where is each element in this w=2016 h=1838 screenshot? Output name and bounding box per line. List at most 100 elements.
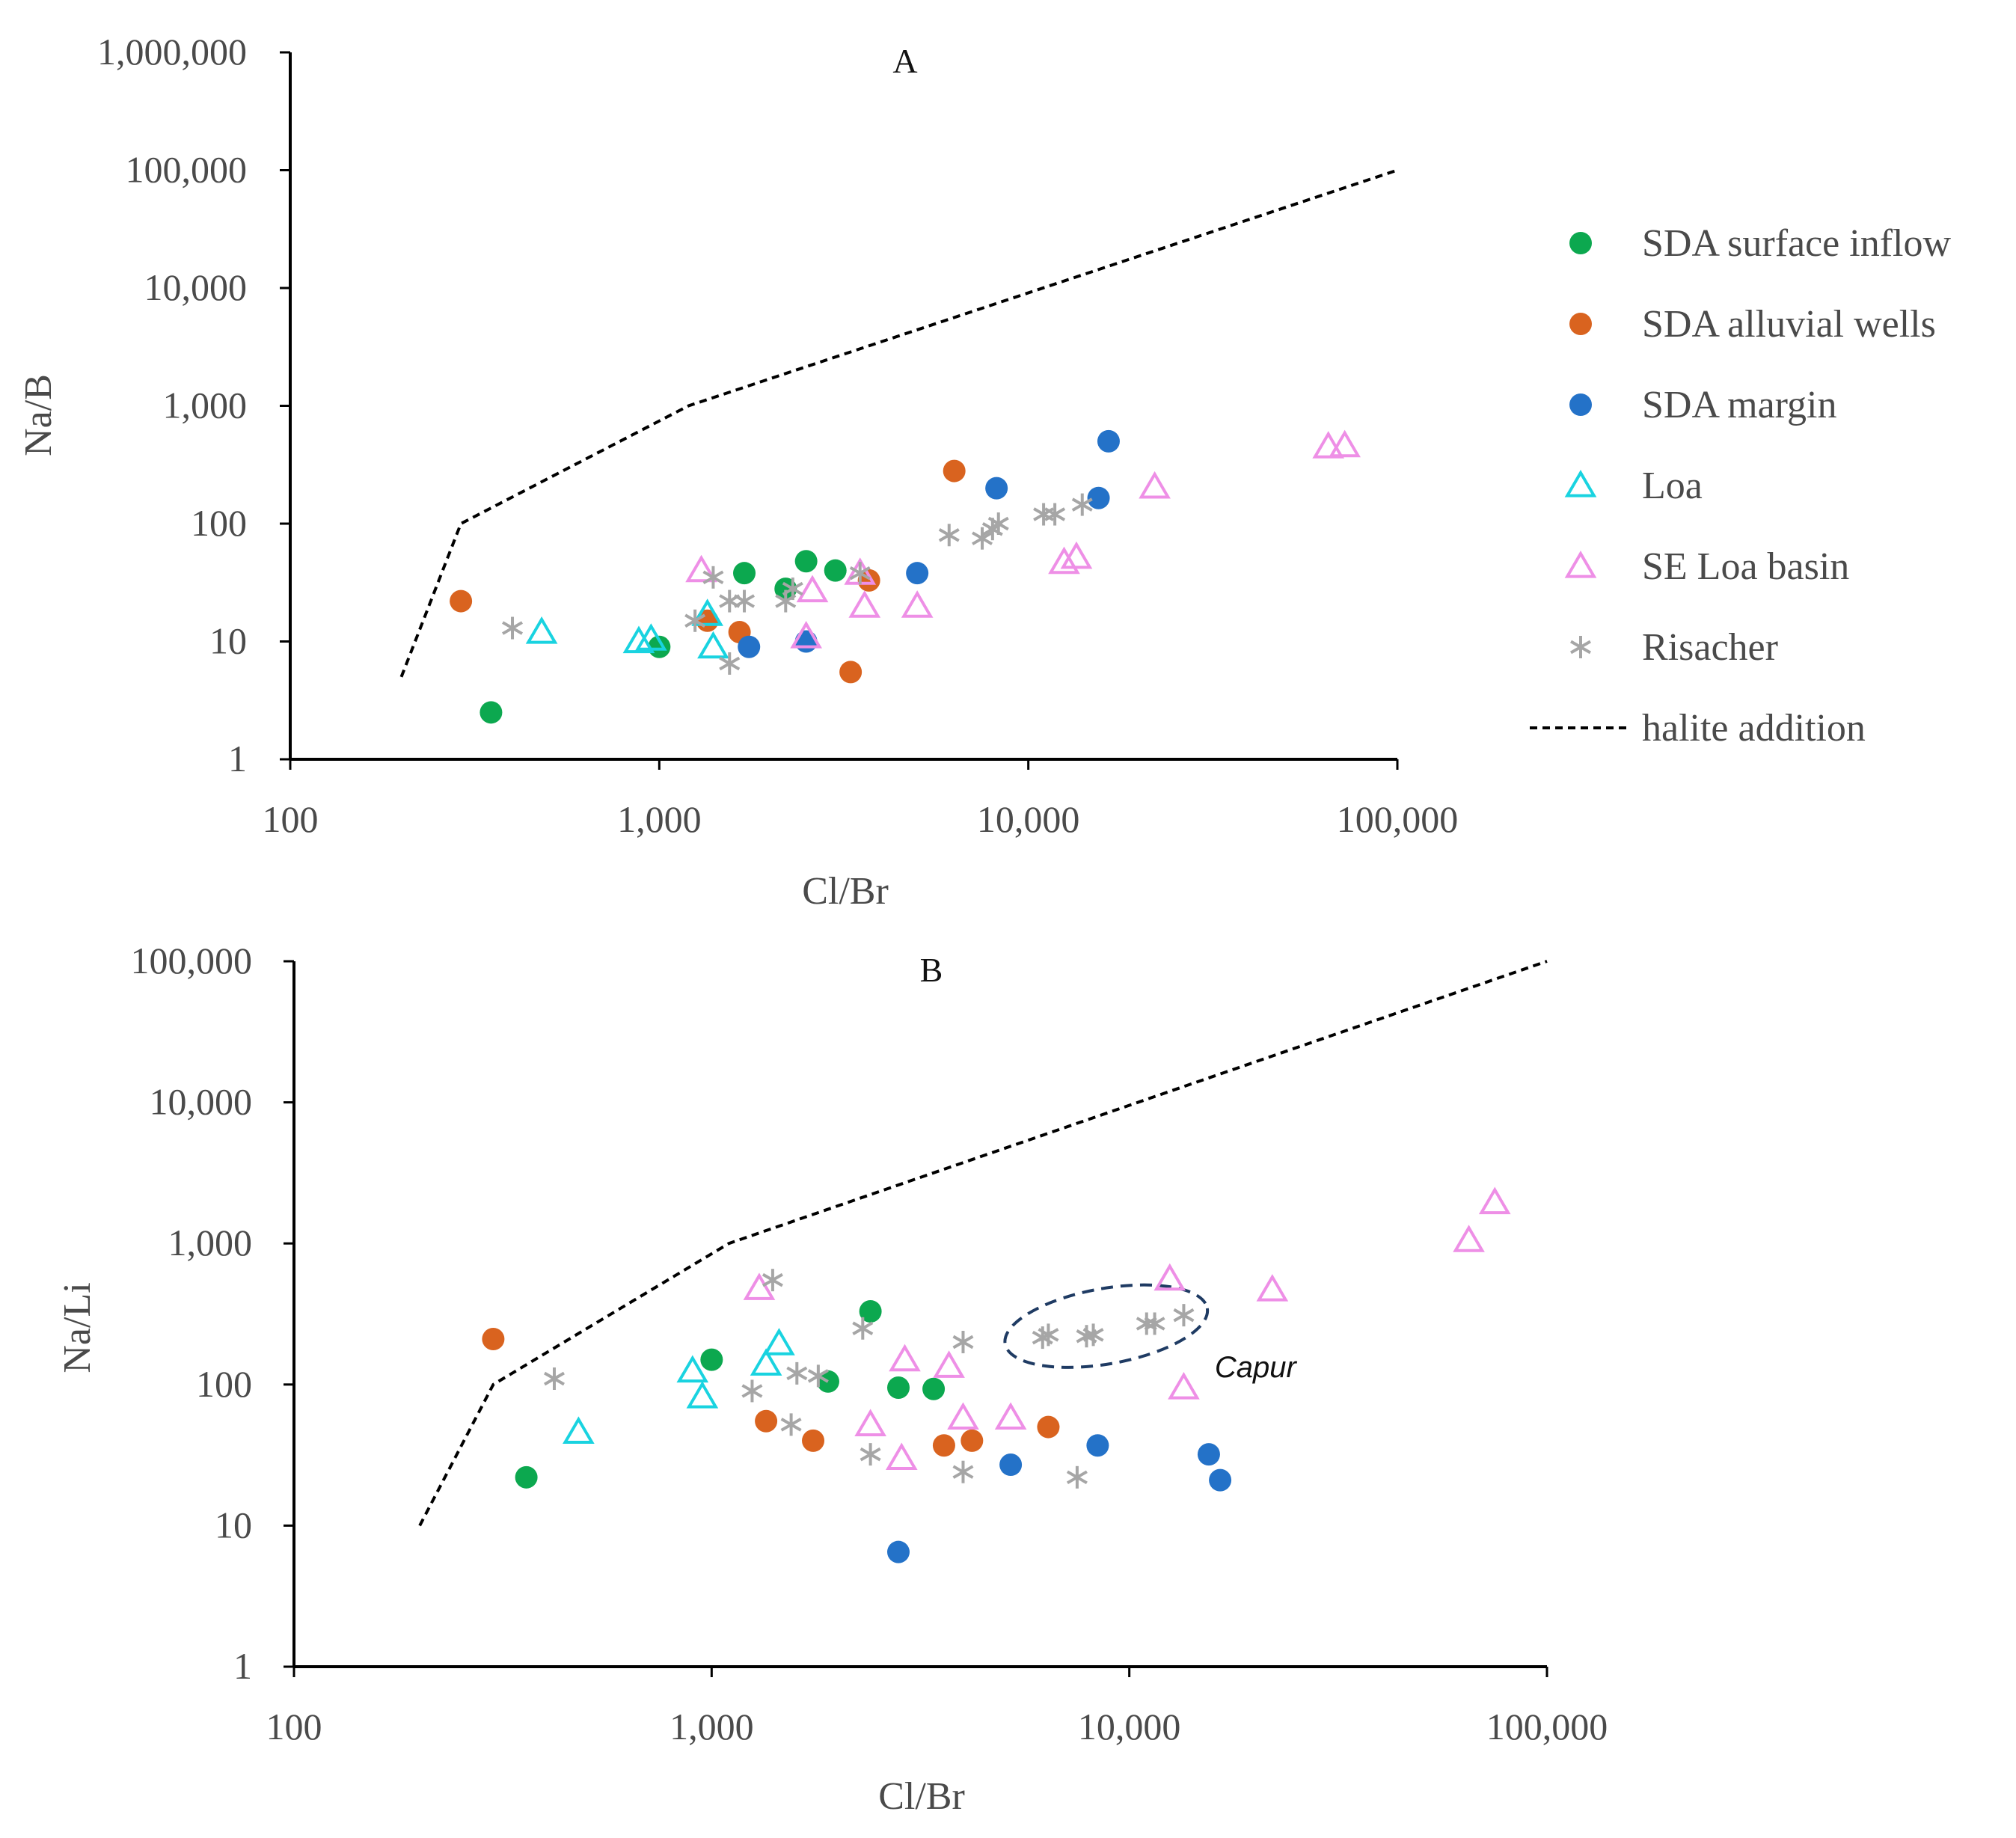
data-point-risacher [1044, 503, 1066, 526]
data-point-se-loa-basin [1168, 1372, 1200, 1400]
data-point-sda-alluvial-wells [932, 1434, 955, 1457]
panel-a-title: A [892, 42, 917, 80]
legend-label: SDA surface inflow [1642, 222, 1951, 265]
data-point-risacher [1082, 1323, 1104, 1347]
panel-a-halite-addition-line [399, 168, 1398, 678]
data-point-se-loa-basin [1060, 541, 1093, 569]
data-point-sda-margin [1086, 1434, 1109, 1457]
data-point-risacher [1071, 493, 1093, 516]
data-point-risacher [780, 1413, 802, 1436]
data-point-loa [622, 625, 655, 654]
panel-b-x-tick-label: 100,000 [1486, 1706, 1608, 1747]
panel-a-y-tick-label: 1,000,000 [97, 31, 247, 73]
data-point-loa [676, 1355, 709, 1383]
legend: SDA surface inflow SDA alluvial wells SDA … [1530, 222, 1951, 750]
data-point-sda-surface-inflow [515, 1465, 538, 1489]
capur-annotation: Capur [1215, 1351, 1298, 1384]
data-point-sda-surface-inflow [733, 562, 756, 585]
data-point-se-loa-basin [743, 1272, 776, 1300]
data-point-sda-alluvial-wells [1037, 1415, 1060, 1439]
data-point-sda-alluvial-wells [802, 1429, 825, 1452]
legend-label: Loa [1642, 465, 1703, 507]
data-point-se-loa-basin [933, 1350, 965, 1378]
data-point-sda-margin [1097, 429, 1120, 453]
data-point-loa [635, 623, 667, 651]
data-point-se-loa-basin [1153, 1263, 1186, 1291]
data-point-sda-surface-inflow [480, 701, 503, 724]
panel-a-series-loa [525, 598, 729, 659]
panel-a-x-tick-label: 10,000 [977, 798, 1080, 840]
data-point-risacher [782, 578, 803, 601]
data-point-risacher [987, 512, 1009, 535]
data-point-se-loa-basin [1139, 471, 1171, 499]
data-point-sda-surface-inflow [886, 1376, 910, 1400]
panel-b-x-tick-label: 10,000 [1078, 1706, 1181, 1747]
panel-a-y-tick-label: 100 [191, 502, 247, 544]
legend-marker-sda-surface-inflow [1569, 232, 1592, 254]
data-point-loa [691, 598, 723, 626]
data-point-risacher [1144, 1312, 1165, 1335]
data-point-sda-margin [886, 1540, 910, 1563]
panel-b-series-sda-margin [886, 1434, 1232, 1563]
legend-item-halite-addition: halite addition [1530, 707, 1866, 750]
panel-b-title: B [920, 951, 943, 989]
data-point-se-loa-basin [685, 554, 717, 583]
data-point-risacher [734, 589, 756, 613]
data-point-sda-alluvial-wells [755, 1409, 778, 1433]
panel-b-series-loa [563, 1328, 795, 1445]
data-point-sda-margin [1197, 1443, 1220, 1466]
panel-a-chart: A Cl/Br Na/B 1 10 100 1,000 10,000 100,000 1,0… [17, 31, 1458, 913]
data-point-se-loa-basin [1453, 1225, 1485, 1252]
panel-a-y-tick-label: 10,000 [144, 266, 248, 308]
legend-label: SDA alluvial wells [1642, 303, 1936, 346]
legend-label: SDA margin [1642, 384, 1837, 426]
data-point-sda-alluvial-wells [943, 459, 966, 483]
panel-a-series-sda-surface-inflow [480, 550, 847, 724]
data-point-se-loa-basin [848, 590, 881, 618]
legend-marker-sda-alluvial-wells [1569, 313, 1592, 335]
data-point-risacher [849, 562, 871, 585]
data-point-loa [697, 631, 729, 659]
data-point-se-loa-basin [790, 621, 822, 649]
data-point-sda-alluvial-wells [450, 589, 473, 613]
data-point-risacher [1173, 1304, 1195, 1327]
panel-a-series-sda-alluvial-wells [450, 459, 966, 684]
data-point-risacher [762, 1269, 783, 1292]
data-point-risacher [852, 1317, 874, 1340]
panel-b-y-tick-label: 100,000 [131, 940, 253, 981]
data-point-sda-alluvial-wells [482, 1328, 505, 1351]
data-point-loa [525, 616, 558, 644]
data-point-risacher [860, 1443, 881, 1466]
data-point-risacher [1038, 1323, 1059, 1347]
data-point-sda-surface-inflow [774, 578, 797, 601]
panel-a-series-sda-margin [738, 429, 1120, 658]
data-point-loa [686, 1381, 719, 1409]
data-point-se-loa-basin [796, 575, 829, 603]
legend-item-sda-alluvial-wells: SDA alluvial wells [1569, 303, 1936, 346]
data-point-sda-margin [738, 635, 761, 658]
panel-b-halite-addition-line [418, 960, 1548, 1527]
data-point-risacher [938, 524, 960, 547]
data-point-risacher [502, 616, 524, 640]
data-point-sda-surface-inflow [922, 1377, 946, 1400]
panel-a-y-tick-label: 100,000 [126, 149, 248, 191]
panel-a-y-tick-label: 1,000 [163, 385, 248, 426]
panel-b-series-se-loa-basin [743, 1186, 1511, 1471]
legend-item-se-loa-basin: SE Loa basin [1564, 545, 1849, 588]
panel-a-x-tick-label: 100,000 [1337, 798, 1459, 840]
data-point-sda-margin [1087, 486, 1110, 509]
panel-b-series-risacher [543, 1269, 1195, 1489]
panel-b-y-tick-label: 1 [233, 1645, 252, 1687]
data-point-risacher [719, 652, 741, 675]
data-point-se-loa-basin [889, 1344, 921, 1372]
data-point-risacher [543, 1367, 565, 1390]
data-point-risacher [719, 589, 741, 613]
data-point-risacher [952, 1460, 974, 1483]
panel-a-x-tick-label: 100 [263, 798, 319, 840]
panel-b-y-tick-label: 10,000 [150, 1081, 253, 1123]
data-point-se-loa-basin [1048, 546, 1080, 575]
data-point-risacher [1066, 1465, 1088, 1489]
data-point-sda-surface-inflow [816, 1370, 839, 1393]
legend-marker-se-loa-basin [1564, 551, 1597, 578]
